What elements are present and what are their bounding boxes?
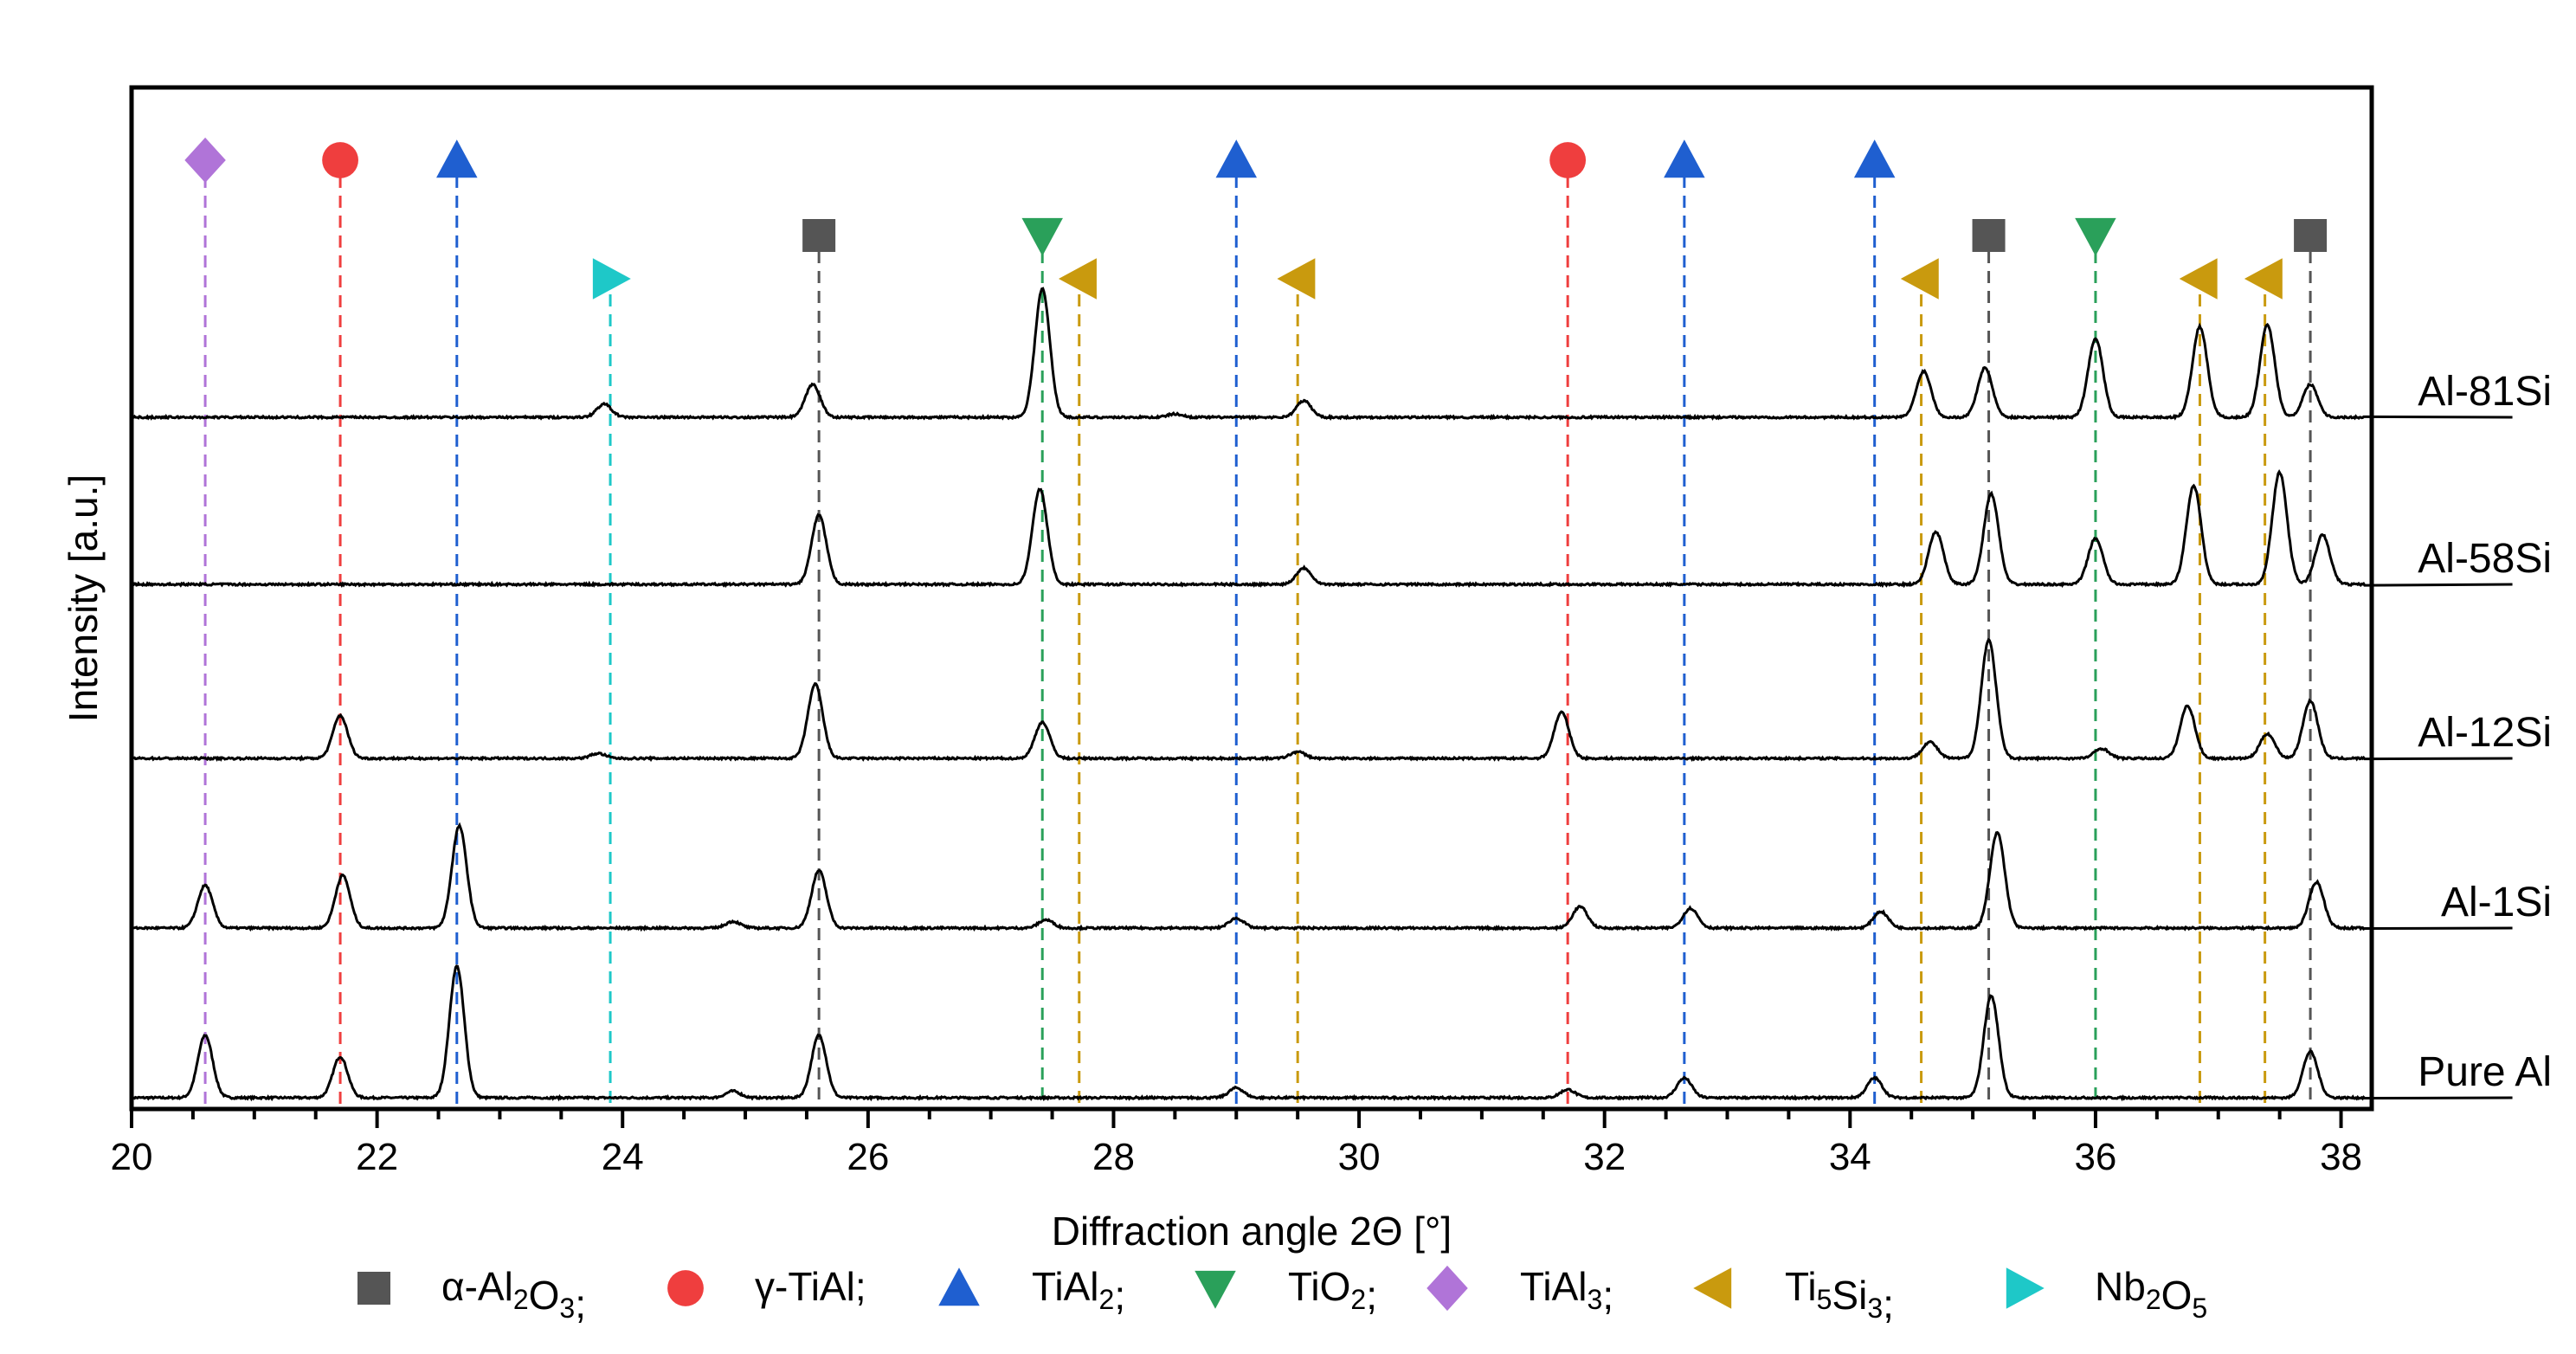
marker-ti5si3: [1059, 258, 1097, 300]
marker-tial2: [1853, 139, 1896, 178]
marker-tial2: [1664, 139, 1705, 178]
diffraction-traces: Pure Al Al-1Si Al-12Si Al-58Si Al-81Si: [130, 287, 2552, 1102]
legend-label-part: Ti: [1785, 1264, 1817, 1309]
legend-label-part: O: [2161, 1273, 2193, 1318]
x-tick-label: 30: [1338, 1136, 1381, 1178]
trace-al-58si: [131, 469, 2513, 589]
phase-markers: [184, 137, 2328, 300]
legend-label-part: ;: [1602, 1273, 1613, 1318]
marker-alpha-al2o3: [802, 219, 836, 252]
legend-nb2o5-icon: [2006, 1267, 2045, 1309]
legend-tial2-icon: [938, 1267, 980, 1306]
legend-label: TiAl2;: [1032, 1264, 1125, 1318]
marker-gamma-tial: [1549, 142, 1587, 178]
marker-gamma-tial: [322, 142, 358, 178]
marker-ti5si3: [2244, 258, 2283, 300]
trace-al-81si: [132, 287, 2513, 421]
legend-label-part: γ-TiAl;: [755, 1264, 866, 1309]
x-tick-label: 26: [847, 1136, 889, 1178]
legend-ti5si3-icon: [1693, 1267, 1732, 1309]
marker-alpha-al2o3: [1972, 219, 2006, 252]
marker-alpha-al2o3: [2294, 219, 2328, 252]
legend-label-part: TiO: [1288, 1264, 1350, 1309]
trace-al-1si: [130, 822, 2513, 932]
legend-gamma-tial-icon: [667, 1270, 704, 1306]
legend-label-part: O: [529, 1273, 560, 1318]
legend-label: Ti5Si3;: [1785, 1264, 1894, 1326]
series-label: Al-1Si: [2441, 880, 2552, 925]
marker-tial2: [436, 139, 478, 178]
trace-al-12si: [131, 637, 2513, 763]
legend-label-part: ;: [1366, 1273, 1377, 1318]
legend-label: Nb2O5: [2095, 1264, 2207, 1324]
reference-lines: [203, 176, 2312, 1109]
legend-label: α-Al2O3;: [441, 1264, 586, 1326]
legend-label: γ-TiAl;: [755, 1264, 866, 1309]
x-tick-label: 36: [2074, 1136, 2116, 1178]
x-tick-label: 34: [1829, 1136, 1871, 1178]
legend-label-part: ;: [1114, 1273, 1125, 1318]
legend-label-part: Si: [1832, 1273, 1867, 1318]
legend-label-part: 3: [1867, 1293, 1883, 1324]
series-label: Al-81Si: [2418, 369, 2552, 415]
trace-pure-al: [130, 964, 2513, 1102]
x-tick-label: 24: [602, 1136, 644, 1178]
x-tick-label: 32: [1583, 1136, 1626, 1178]
x-tick-label: 20: [111, 1136, 153, 1178]
marker-ti5si3: [1900, 258, 1939, 300]
legend-label-part: 5: [2192, 1293, 2207, 1324]
x-tick-label: 22: [356, 1136, 398, 1178]
legend-label-part: Nb: [2095, 1264, 2146, 1309]
legend-label-part: 2: [2146, 1284, 2161, 1315]
legend-label: TiO2;: [1288, 1264, 1377, 1318]
x-tick-label: 38: [2320, 1136, 2362, 1178]
legend-label-part: 2: [1350, 1284, 1366, 1315]
y-axis-label: Intensity [a.u.]: [61, 474, 106, 722]
legend-label-part: 3: [1587, 1284, 1603, 1315]
legend: α-Al2O3; γ-TiAl; TiAl2; TiO2; TiAl3; Ti5Si3; N…: [357, 1264, 2207, 1326]
marker-tio2: [2075, 217, 2116, 256]
legend-label-part: α-Al: [441, 1264, 513, 1309]
marker-nb2o5: [592, 258, 631, 300]
marker-tial2: [1215, 139, 1258, 178]
series-label: Al-12Si: [2418, 710, 2552, 756]
marker-tio2: [1021, 217, 1063, 256]
marker-ti5si3: [2179, 258, 2218, 300]
marker-tial3: [184, 137, 226, 184]
legend-label-part: TiAl: [1520, 1264, 1587, 1309]
legend-label-part: 2: [1099, 1284, 1115, 1315]
legend-label-part: ;: [575, 1281, 586, 1326]
legend-label-part: TiAl: [1032, 1264, 1099, 1309]
legend-label: TiAl3;: [1520, 1264, 1613, 1318]
legend-label-part: 2: [513, 1284, 529, 1315]
marker-ti5si3: [1277, 258, 1316, 300]
series-label: Al-58Si: [2418, 536, 2552, 582]
legend-alpha-al2o3-icon: [357, 1272, 390, 1305]
legend-label-part: 3: [559, 1293, 575, 1324]
x-tick-label: 28: [1092, 1136, 1135, 1178]
legend-tio2-icon: [1195, 1270, 1236, 1309]
x-axis-label: Diffraction angle 2Θ [°]: [1052, 1209, 1452, 1254]
legend-label-part: ;: [1883, 1281, 1894, 1326]
x-axis: 20 22 24 26 28 30 32 34 36 38: [111, 1109, 2362, 1178]
legend-tial3-icon: [1426, 1265, 1468, 1312]
series-label: Pure Al: [2418, 1049, 2552, 1095]
legend-label-part: 5: [1817, 1284, 1832, 1315]
plot-frame: [129, 85, 2374, 1112]
